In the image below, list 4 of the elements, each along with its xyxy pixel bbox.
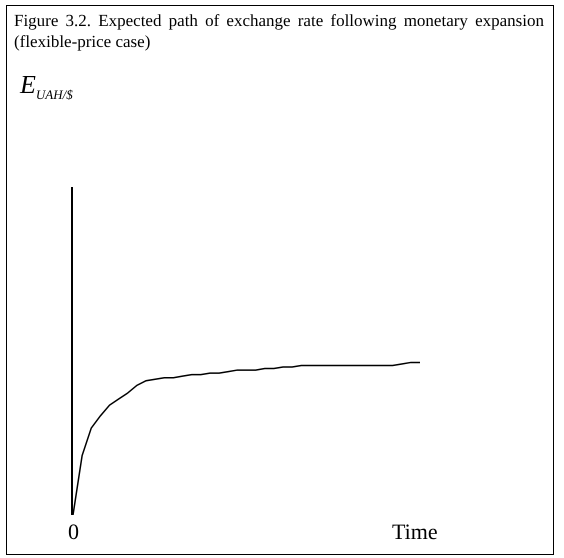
text: 0 — [68, 519, 79, 544]
text: E$_{UAH/$}$ — [20, 70, 73, 104]
x-axis-title: Time — [392, 519, 438, 544]
chart-title: Figure 3.2. Expected path of exchange rate following monetary expansion (flexible-price case) — [14, 10, 544, 52]
